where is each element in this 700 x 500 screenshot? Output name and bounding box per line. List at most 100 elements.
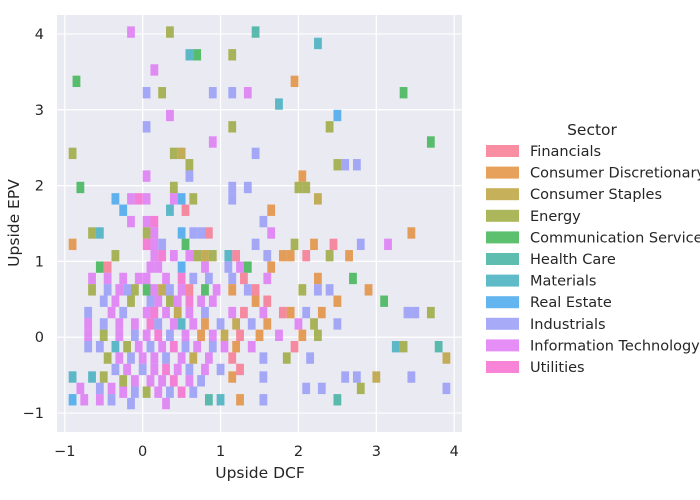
histogram-cell bbox=[146, 318, 155, 330]
histogram-cell bbox=[146, 375, 155, 387]
histogram-cell bbox=[142, 284, 151, 296]
histogram-cell bbox=[286, 250, 295, 262]
legend-entries: Financials Consumer Discretionary Consumer… bbox=[486, 144, 700, 376]
histogram-cell bbox=[356, 238, 365, 251]
histogram-cell bbox=[314, 329, 322, 342]
histogram-cell bbox=[267, 227, 276, 239]
histogram-cell bbox=[216, 318, 225, 330]
histogram-cell bbox=[127, 193, 135, 205]
histogram-cell bbox=[123, 341, 131, 353]
legend-swatch bbox=[486, 145, 519, 157]
histogram-cell bbox=[185, 306, 194, 319]
histogram-cell bbox=[142, 193, 151, 205]
histogram-cell bbox=[224, 250, 233, 262]
legend-swatch bbox=[486, 274, 519, 287]
histogram-cell bbox=[88, 371, 96, 383]
legend-label: Consumer Discretionary bbox=[530, 166, 700, 182]
histogram-cell bbox=[275, 98, 283, 110]
histogram-cell bbox=[302, 306, 311, 319]
histogram-cell bbox=[177, 227, 186, 239]
histogram-cell bbox=[185, 250, 194, 262]
histogram-cell bbox=[391, 341, 400, 353]
histogram-cell bbox=[189, 227, 198, 239]
histogram-cell bbox=[298, 329, 307, 342]
histogram-cell bbox=[181, 329, 190, 342]
histogram-cell bbox=[259, 352, 268, 364]
histogram-cell bbox=[259, 306, 268, 319]
y-tick-label: 2 bbox=[35, 179, 44, 195]
histogram-cell bbox=[255, 329, 264, 342]
histogram-cell bbox=[130, 375, 139, 387]
legend-label: Real Estate bbox=[530, 295, 612, 311]
histogram-cell bbox=[228, 121, 237, 133]
histogram-cell bbox=[278, 306, 287, 319]
histogram-cell bbox=[119, 306, 128, 319]
histogram-cell bbox=[150, 215, 159, 228]
legend-label: Materials bbox=[530, 274, 596, 290]
histogram-cell bbox=[189, 193, 198, 205]
legend-swatch bbox=[486, 339, 519, 352]
histogram-cell bbox=[240, 306, 248, 319]
histogram-cell bbox=[341, 371, 350, 383]
histogram-cell bbox=[146, 261, 155, 273]
histogram-cell bbox=[232, 318, 241, 330]
histogram-cell bbox=[99, 371, 108, 383]
histogram-cell bbox=[189, 352, 198, 364]
histogram-cell bbox=[208, 329, 217, 342]
legend-swatch bbox=[486, 166, 519, 179]
histogram-cell bbox=[247, 341, 256, 353]
histogram-cell bbox=[169, 341, 178, 353]
histogram-cell bbox=[68, 394, 77, 406]
histogram-cell bbox=[314, 37, 322, 50]
histogram-cell bbox=[282, 352, 291, 364]
y-tick-label: 0 bbox=[35, 330, 44, 346]
histogram-cell bbox=[216, 394, 225, 406]
histogram-cell bbox=[263, 318, 272, 330]
histogram-cell bbox=[169, 181, 178, 194]
histogram-cell bbox=[302, 250, 311, 262]
histogram-cell bbox=[185, 170, 194, 182]
x-tick-labels: −1 0 1 2 3 4 bbox=[54, 444, 459, 460]
histogram-cell bbox=[169, 318, 178, 330]
histogram-cell bbox=[403, 306, 412, 319]
histogram-cell bbox=[130, 386, 139, 398]
histogram-cell bbox=[251, 238, 260, 251]
histogram-cell bbox=[115, 318, 124, 330]
histogram-cell bbox=[169, 147, 178, 160]
histogram-cell bbox=[119, 204, 128, 216]
histogram-cell bbox=[364, 284, 373, 296]
histogram-cell bbox=[166, 386, 174, 398]
histogram-cell bbox=[111, 363, 120, 376]
histogram-cell bbox=[208, 341, 217, 353]
histogram-cell bbox=[251, 295, 260, 307]
histogram-cell bbox=[127, 215, 135, 228]
histogram-cell bbox=[162, 363, 170, 376]
histogram-cell bbox=[95, 394, 104, 406]
histogram-cell bbox=[228, 272, 237, 285]
histogram-cell bbox=[166, 26, 174, 38]
histogram-cell bbox=[201, 363, 209, 376]
histogram-cell bbox=[228, 352, 237, 364]
histogram-cell bbox=[84, 306, 93, 319]
histogram-cell bbox=[263, 272, 272, 285]
histogram-cell bbox=[111, 250, 120, 262]
histogram-cell bbox=[185, 284, 194, 296]
histogram-cell bbox=[177, 386, 186, 398]
histogram-cell bbox=[154, 261, 163, 273]
histogram-cell bbox=[201, 306, 209, 319]
histogram-cell bbox=[130, 318, 139, 330]
histogram-cell bbox=[173, 363, 182, 376]
y-tick-label: 1 bbox=[35, 254, 44, 270]
histogram-cell bbox=[177, 352, 186, 364]
histogram-cell bbox=[193, 49, 202, 61]
histogram-cell bbox=[201, 261, 209, 273]
histogram-cell bbox=[103, 261, 112, 273]
histogram-cell bbox=[150, 64, 159, 76]
legend-title: Sector bbox=[567, 121, 617, 139]
histogram-cell bbox=[166, 109, 174, 122]
histogram-cell bbox=[228, 193, 237, 205]
histogram-cell bbox=[142, 306, 151, 319]
y-axis-label: Upside EPV bbox=[5, 179, 23, 267]
histogram-cell bbox=[204, 227, 213, 239]
histogram-cell bbox=[259, 215, 268, 228]
